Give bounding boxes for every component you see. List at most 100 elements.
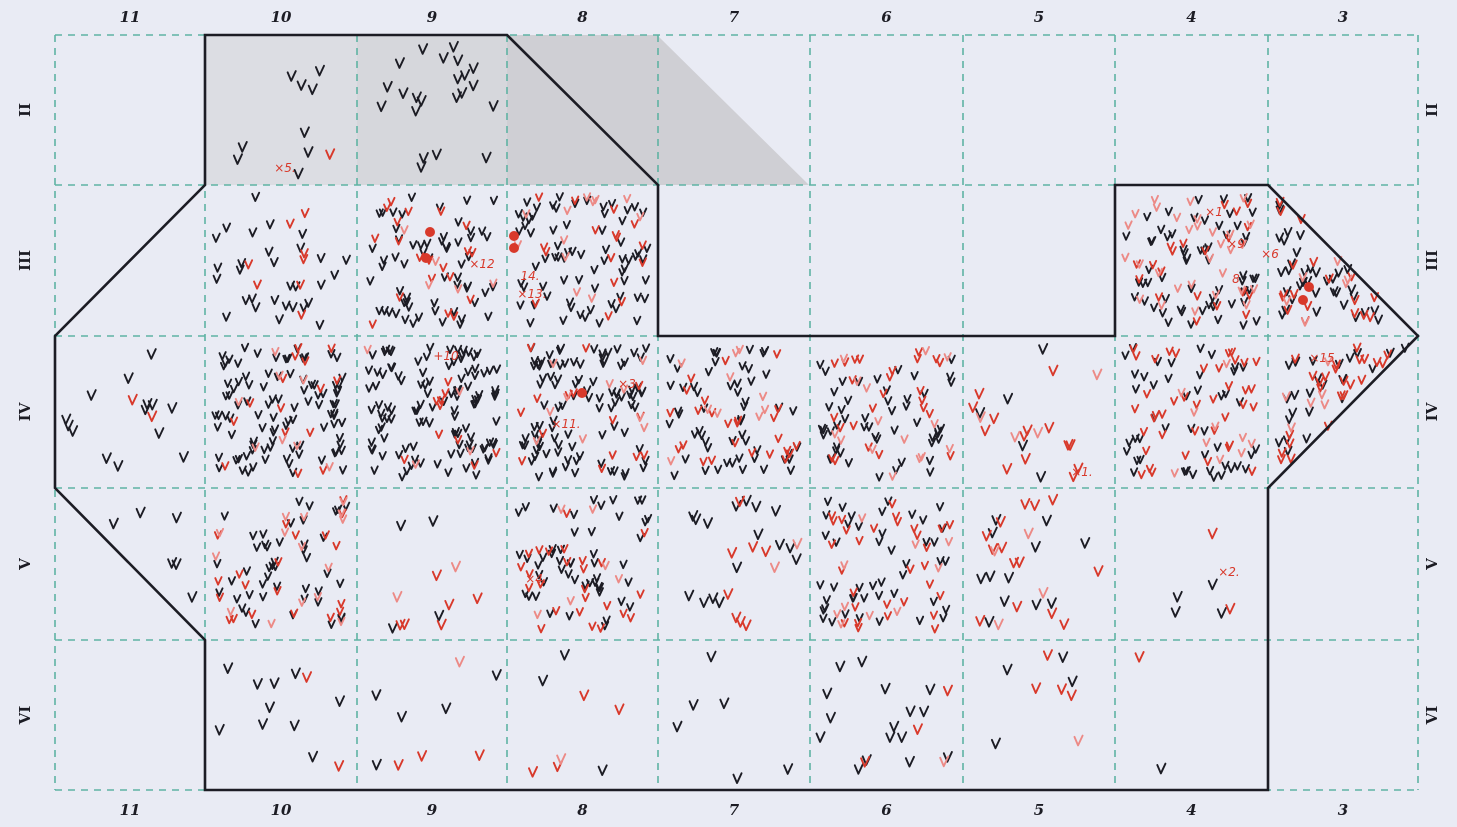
find-mark: [492, 364, 502, 374]
find-mark: [1286, 453, 1296, 464]
find-mark: [1292, 247, 1302, 258]
find-mark: [761, 404, 770, 415]
find-mark: [266, 442, 275, 452]
find-mark: [553, 240, 563, 251]
find-mark: [489, 195, 499, 206]
find-mark: [981, 529, 992, 542]
find-mark: [431, 148, 442, 161]
find-mark: [1296, 229, 1305, 241]
find-mark: [575, 275, 584, 285]
find-mark: [282, 519, 291, 529]
find-mark: [523, 197, 532, 207]
find-mark: [828, 617, 837, 627]
find-mark: [819, 424, 828, 435]
find-mark: [636, 589, 645, 599]
find-mark: [1252, 316, 1261, 326]
find-mark: [591, 283, 600, 293]
find-mark: [897, 457, 906, 467]
find-mark: [1218, 268, 1228, 278]
find-mark: [620, 263, 629, 273]
find-mark: [316, 279, 326, 290]
find-mark: [684, 589, 695, 602]
find-mark: [492, 447, 501, 458]
find-mark: [253, 542, 262, 552]
find-mark: [540, 242, 549, 252]
find-mark: [301, 356, 310, 366]
find-mark: [275, 370, 284, 381]
find-mark: [400, 259, 409, 269]
find-mark: [339, 514, 348, 524]
find-mark: [1017, 439, 1028, 452]
find-mark: [609, 495, 618, 505]
find-mark: [378, 451, 387, 461]
find-mark: [301, 583, 311, 594]
find-mark: [1125, 437, 1134, 448]
find-mark: [727, 546, 738, 559]
find-mark: [549, 358, 558, 369]
find-mark: [690, 429, 700, 439]
find-mark: [241, 294, 251, 306]
find-mark: [842, 525, 851, 535]
find-mark: [248, 293, 257, 304]
find-mark: [407, 192, 417, 202]
find-mark: [1282, 286, 1292, 297]
red-dot: [509, 231, 519, 241]
find-mark: [608, 387, 617, 397]
find-mark: [640, 450, 649, 460]
find-mark: [975, 614, 986, 627]
find-mark: [1063, 438, 1074, 451]
find-mark: [855, 535, 864, 546]
find-mark: [688, 510, 699, 522]
find-mark: [1164, 373, 1173, 384]
find-mark: [1182, 390, 1191, 401]
find-mark: [565, 611, 574, 621]
find-mark: [470, 460, 479, 470]
find-mark: [554, 447, 563, 457]
find-mark: [1233, 461, 1242, 471]
find-mark: [922, 542, 931, 552]
find-mark: [892, 511, 901, 522]
find-mark: [286, 70, 297, 82]
find-mark: [672, 720, 683, 733]
find-mark: [1152, 202, 1161, 212]
find-mark: [293, 440, 302, 451]
find-mark: [451, 91, 462, 103]
find-mark: [543, 291, 552, 301]
find-mark: [342, 254, 351, 265]
find-mark: [548, 422, 557, 433]
find-mark: [888, 499, 897, 509]
find-mark: [589, 549, 598, 559]
find-mark: [1189, 469, 1198, 480]
find-mark: [295, 496, 304, 507]
find-mark: [330, 410, 339, 420]
find-mark: [1165, 346, 1174, 356]
find-mark: [888, 471, 897, 481]
find-mark: [1302, 433, 1312, 444]
find-mark: [237, 258, 247, 269]
find-mark: [298, 597, 307, 607]
find-annotation: ×5.: [274, 161, 296, 175]
find-mark: [1157, 266, 1166, 276]
find-mark: [630, 347, 639, 358]
find-mark: [947, 377, 956, 387]
find-mark: [260, 444, 269, 455]
find-mark: [1056, 683, 1067, 695]
find-mark: [1020, 452, 1031, 465]
find-mark: [589, 196, 598, 207]
find-mark: [327, 349, 336, 359]
find-mark: [638, 355, 648, 366]
find-mark: [740, 401, 749, 411]
find-mark: [871, 431, 880, 442]
find-mark: [838, 502, 847, 512]
find-mark: [1150, 194, 1159, 205]
find-mark: [235, 569, 244, 579]
find-mark: [308, 750, 319, 763]
find-mark: [576, 309, 585, 320]
find-mark: [674, 444, 683, 454]
find-mark: [974, 387, 985, 400]
find-mark: [279, 373, 288, 384]
find-mark: [272, 352, 281, 362]
find-mark: [847, 511, 856, 521]
find-mark: [1239, 362, 1248, 372]
find-mark: [447, 388, 456, 399]
